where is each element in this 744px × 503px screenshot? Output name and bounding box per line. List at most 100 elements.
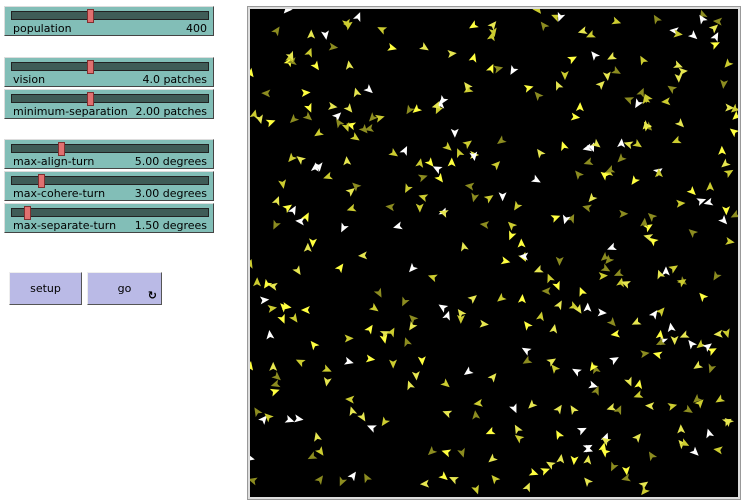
- go-button[interactable]: go ↻: [87, 272, 162, 305]
- turtle: [718, 215, 728, 225]
- turtle: [683, 404, 693, 413]
- turtle: [583, 444, 593, 453]
- world-view[interactable]: [247, 6, 741, 500]
- turtle: [427, 446, 438, 456]
- turtle: [514, 434, 525, 444]
- turtle: [278, 179, 287, 189]
- turtle: [303, 242, 312, 252]
- turtle: [725, 236, 735, 245]
- turtle: [344, 334, 354, 343]
- turtle: [552, 280, 560, 291]
- turtle: [277, 313, 285, 324]
- turtle: [661, 97, 671, 106]
- turtle: [358, 251, 368, 260]
- turtle: [331, 112, 342, 122]
- slider-track[interactable]: [11, 174, 209, 188]
- turtle: [486, 63, 494, 74]
- turtle: [677, 424, 686, 434]
- turtle: [310, 340, 320, 351]
- turtle: [265, 119, 276, 128]
- turtle: [667, 403, 678, 411]
- turtle: [732, 110, 738, 120]
- slider-thumb[interactable]: [23, 206, 31, 220]
- turtle: [341, 122, 350, 132]
- turtle: [345, 395, 355, 404]
- slider-max-align-turn[interactable]: max-align-turn 5.00 degrees: [4, 139, 214, 169]
- turtle: [702, 343, 712, 353]
- turtle: [328, 101, 338, 110]
- turtle: [347, 471, 356, 482]
- turtle: [693, 360, 704, 369]
- turtle: [576, 427, 587, 436]
- turtle: [713, 329, 723, 338]
- turtle: [271, 371, 281, 381]
- slider-population[interactable]: population 400: [4, 6, 214, 36]
- turtle: [699, 14, 708, 25]
- turtle: [553, 300, 562, 311]
- turtle: [250, 109, 258, 120]
- slider-thumb[interactable]: [87, 92, 95, 106]
- turtle: [640, 350, 650, 359]
- turtle: [310, 162, 319, 172]
- turtle: [447, 157, 456, 167]
- slider-vision[interactable]: vision 4.0 patches: [4, 57, 214, 87]
- turtle: [270, 379, 281, 388]
- turtle: [540, 21, 550, 32]
- slider-track[interactable]: [11, 92, 209, 106]
- turtle: [676, 279, 687, 288]
- turtle: [546, 461, 556, 470]
- turtle: [368, 302, 379, 312]
- turtle: [519, 252, 529, 261]
- turtle: [387, 43, 397, 51]
- turtle: [642, 120, 652, 130]
- slider-thumb[interactable]: [58, 142, 65, 156]
- turtle: [497, 135, 507, 144]
- turtle: [405, 183, 413, 194]
- slider-track[interactable]: [11, 206, 209, 220]
- turtle: [724, 58, 734, 68]
- turtle: [600, 448, 611, 458]
- slider-track[interactable]: [11, 60, 209, 74]
- turtle: [514, 200, 523, 211]
- slider-track[interactable]: [11, 9, 209, 23]
- turtle: [510, 65, 519, 75]
- slider-minimum-separation[interactable]: minimum-separation 2.00 patches: [4, 89, 214, 119]
- turtle: [710, 32, 719, 43]
- slider-thumb[interactable]: [87, 60, 95, 74]
- turtle: [485, 426, 496, 435]
- turtle: [431, 101, 442, 109]
- setup-button[interactable]: setup: [9, 272, 82, 305]
- turtle: [507, 221, 518, 231]
- turtle: [556, 430, 565, 441]
- turtle: [530, 174, 541, 183]
- slider-thumb[interactable]: [87, 9, 95, 23]
- slider-track[interactable]: [11, 142, 209, 156]
- turtle: [648, 451, 658, 462]
- turtle: [588, 380, 598, 389]
- turtle: [509, 230, 517, 241]
- turtle: [674, 73, 683, 83]
- turtle: [328, 42, 339, 51]
- turtle: [487, 21, 497, 31]
- turtle: [706, 181, 715, 191]
- turtle: [641, 485, 650, 496]
- turtle: [366, 425, 377, 433]
- slider-max-cohere-turn[interactable]: max-cohere-turn 3.00 degrees: [4, 171, 214, 201]
- turtle: [258, 415, 268, 425]
- turtle: [409, 320, 418, 331]
- turtle: [657, 269, 666, 280]
- turtle: [406, 104, 415, 115]
- turtle: [315, 446, 324, 456]
- turtle: [640, 217, 649, 228]
- turtle: [424, 157, 434, 167]
- slider-max-separate-turn[interactable]: max-separate-turn 1.50 degrees: [4, 203, 214, 233]
- slider-value: 5.00 degrees: [134, 155, 207, 168]
- turtle: [321, 30, 329, 40]
- world-canvas: [250, 9, 738, 497]
- turtle: [339, 476, 348, 487]
- turtle: [295, 359, 306, 368]
- turtle: [653, 14, 662, 25]
- turtle: [547, 273, 555, 284]
- slider-thumb[interactable]: [38, 174, 46, 188]
- turtle: [720, 79, 729, 89]
